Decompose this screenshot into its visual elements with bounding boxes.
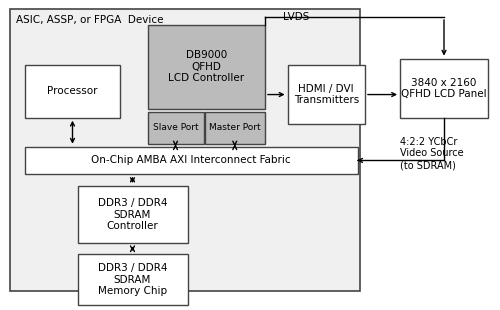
Text: DDR3 / DDR4
SDRAM
Controller: DDR3 / DDR4 SDRAM Controller [98, 198, 167, 231]
Bar [288, 65, 365, 124]
Text: DB9000
QFHD
LCD Controller: DB9000 QFHD LCD Controller [168, 50, 244, 83]
Text: Processor: Processor [48, 86, 98, 96]
Bar [78, 186, 188, 243]
Bar [400, 59, 488, 118]
Text: Slave Port: Slave Port [152, 123, 198, 132]
Text: Master Port: Master Port [209, 123, 260, 132]
Bar [148, 112, 204, 144]
Bar [10, 9, 360, 291]
Bar [78, 254, 188, 305]
Bar [25, 147, 357, 174]
Bar [204, 112, 265, 144]
Text: On-Chip AMBA AXI Interconnect Fabric: On-Chip AMBA AXI Interconnect Fabric [92, 155, 291, 166]
Text: LVDS: LVDS [282, 12, 309, 22]
Text: ASIC, ASSP, or FPGA  Device: ASIC, ASSP, or FPGA Device [16, 15, 164, 25]
Text: HDMI / DVI
Transmitters: HDMI / DVI Transmitters [294, 84, 359, 105]
Bar [148, 25, 265, 108]
Text: 3840 x 2160
QFHD LCD Panel: 3840 x 2160 QFHD LCD Panel [401, 78, 486, 99]
Bar [25, 65, 120, 118]
Text: 4:2:2 YCbCr
Video Source
(to SDRAM): 4:2:2 YCbCr Video Source (to SDRAM) [400, 137, 464, 170]
Text: DDR3 / DDR4
SDRAM
Memory Chip: DDR3 / DDR4 SDRAM Memory Chip [98, 263, 167, 296]
